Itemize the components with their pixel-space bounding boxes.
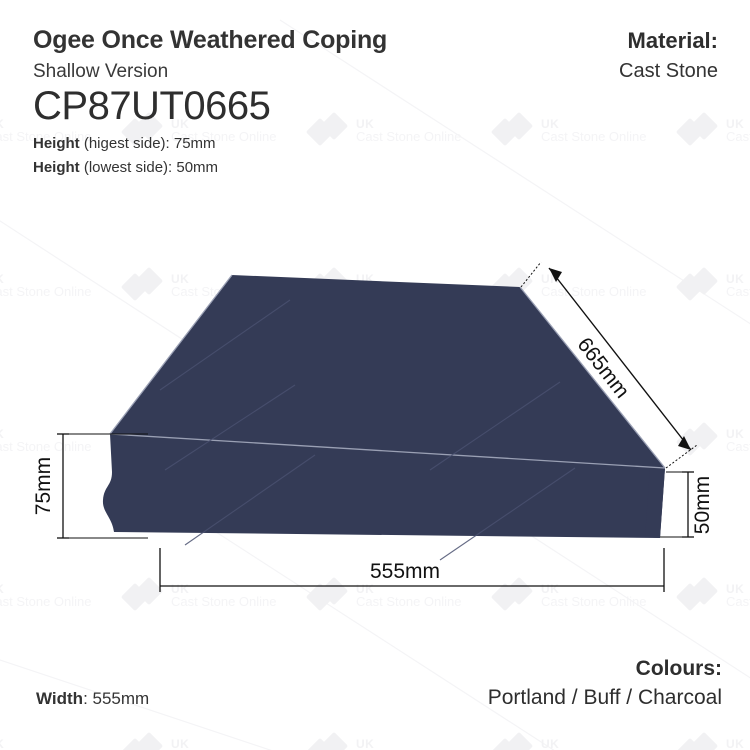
title-block: Ogee Once Weathered Coping Shallow Versi… (33, 26, 387, 176)
stone-solid (102, 275, 665, 538)
material-label: Material: (627, 28, 718, 53)
width-value: : 555mm (83, 689, 150, 708)
width-block: Width: 555mm (36, 689, 149, 709)
height-lowest-label: Height (33, 159, 80, 176)
colours-value: Portland / Buff / Charcoal (487, 686, 722, 709)
height-lowest-line: Height (lowest side): 50mm (33, 159, 387, 176)
colours-block: Colours: Portland / Buff / Charcoal (488, 657, 722, 710)
material-value: Cast Stone (619, 60, 718, 82)
dimension-height-right (660, 471, 694, 538)
material-block: Material: Cast Stone (619, 28, 718, 83)
colours-label: Colours: (635, 657, 722, 680)
dimension-height-left-label: 75mm (32, 457, 55, 515)
height-lowest-value: (lowest side): 50mm (79, 159, 219, 176)
height-highest-label: Height (33, 135, 80, 152)
dimension-height-right-label: 50mm (691, 476, 714, 534)
width-label: Width (36, 689, 84, 708)
height-highest-line: Height (higest side): 75mm (33, 135, 387, 152)
product-code: CP87UT0665 (33, 84, 271, 128)
page-title: Ogee Once Weathered Coping (33, 26, 388, 54)
product-subtitle: Shallow Version (33, 61, 169, 82)
height-highest-value: (higest side): 75mm (79, 135, 216, 152)
dimension-width-bottom-label: 555mm (370, 560, 440, 583)
